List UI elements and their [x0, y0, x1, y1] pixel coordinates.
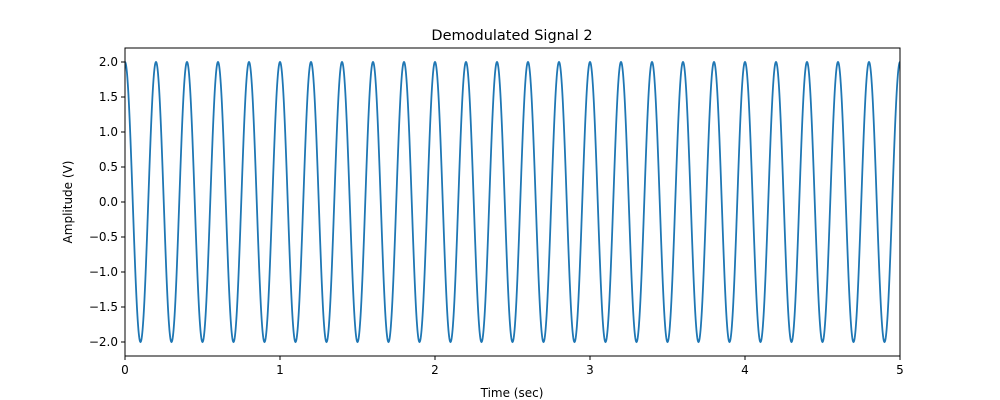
y-tick-label: −2.0	[89, 335, 118, 349]
x-tick-label: 4	[741, 363, 749, 377]
chart-title: Demodulated Signal 2	[431, 28, 592, 44]
x-tick-label: 5	[896, 363, 904, 377]
x-tick-label: 2	[431, 363, 439, 377]
y-tick-label: −1.5	[89, 300, 118, 314]
y-tick-label: 1.0	[99, 125, 118, 139]
x-tick-label: 3	[586, 363, 594, 377]
y-tick-label: −0.5	[89, 230, 118, 244]
y-tick-label: −1.0	[89, 265, 118, 279]
x-axis-label: Time (sec)	[480, 386, 544, 400]
plot-area	[124, 47, 901, 357]
y-tick-label: 1.5	[99, 90, 118, 104]
x-axis: 0 1 2 3 4 5	[121, 356, 904, 377]
x-tick-label: 1	[276, 363, 284, 377]
y-tick-label: 0.0	[99, 195, 118, 209]
y-tick-label: 2.0	[99, 55, 118, 69]
x-tick-label: 0	[121, 363, 129, 377]
series-line	[124, 60, 901, 344]
y-axis-label: Amplitude (V)	[61, 161, 75, 244]
y-tick-label: 0.5	[99, 160, 118, 174]
y-axis: 2.0 1.5 1.0 0.5 0.0 −0.5 −1.0 −1.5 −2.0	[89, 55, 125, 349]
